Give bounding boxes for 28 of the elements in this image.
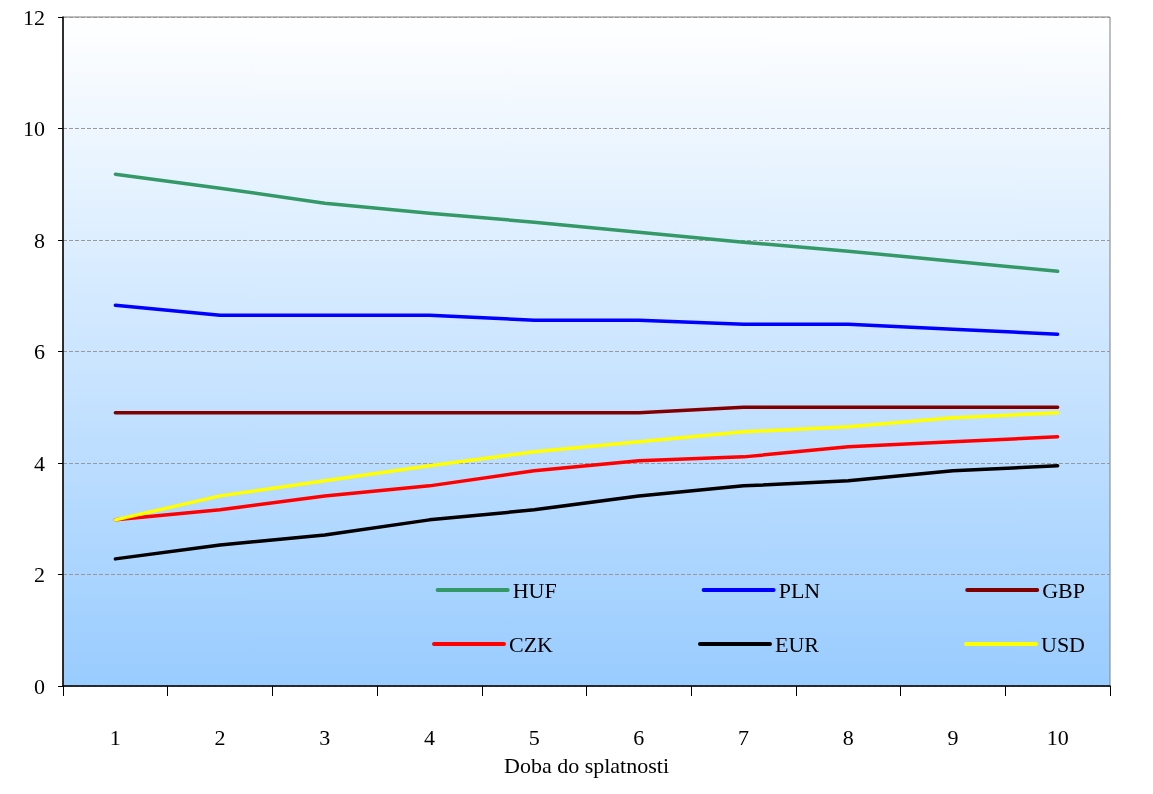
line-series (113, 464, 1060, 561)
y-tick-label: 0 (34, 673, 45, 699)
y-tick-label: 6 (34, 339, 45, 364)
line-series (113, 411, 1060, 522)
line-series (113, 303, 1060, 336)
x-tick-label: 4 (423, 724, 435, 750)
x-tick-label: 7 (738, 724, 750, 750)
x-tick-label: 5 (528, 724, 540, 750)
x-tick-label: 3 (319, 724, 331, 750)
y-tick-label: 8 (34, 227, 45, 253)
line-series (113, 172, 1060, 273)
y-tick-label: 12 (23, 4, 45, 30)
legend-label: GBP (1042, 577, 1085, 603)
legend-label: HUF (512, 577, 557, 603)
legend-label: CZK (508, 631, 554, 657)
x-tick-label: 2 (214, 724, 226, 750)
x-tick-label: 8 (842, 724, 854, 750)
x-tick-label: 10 (1046, 724, 1069, 750)
y-tick-label: 2 (34, 562, 45, 587)
legend-label: PLN (778, 577, 821, 603)
x-tick-label: 6 (633, 724, 645, 750)
y-tick-label: 10 (23, 116, 45, 141)
x-tick-label: 1 (109, 724, 121, 750)
x-axis-title: Doba do splatnosti (504, 752, 669, 778)
y-tick-label: 4 (34, 450, 45, 476)
legend-label: USD (1040, 631, 1085, 657)
legend-label: EUR (774, 631, 820, 657)
x-tick-label: 9 (947, 724, 959, 750)
